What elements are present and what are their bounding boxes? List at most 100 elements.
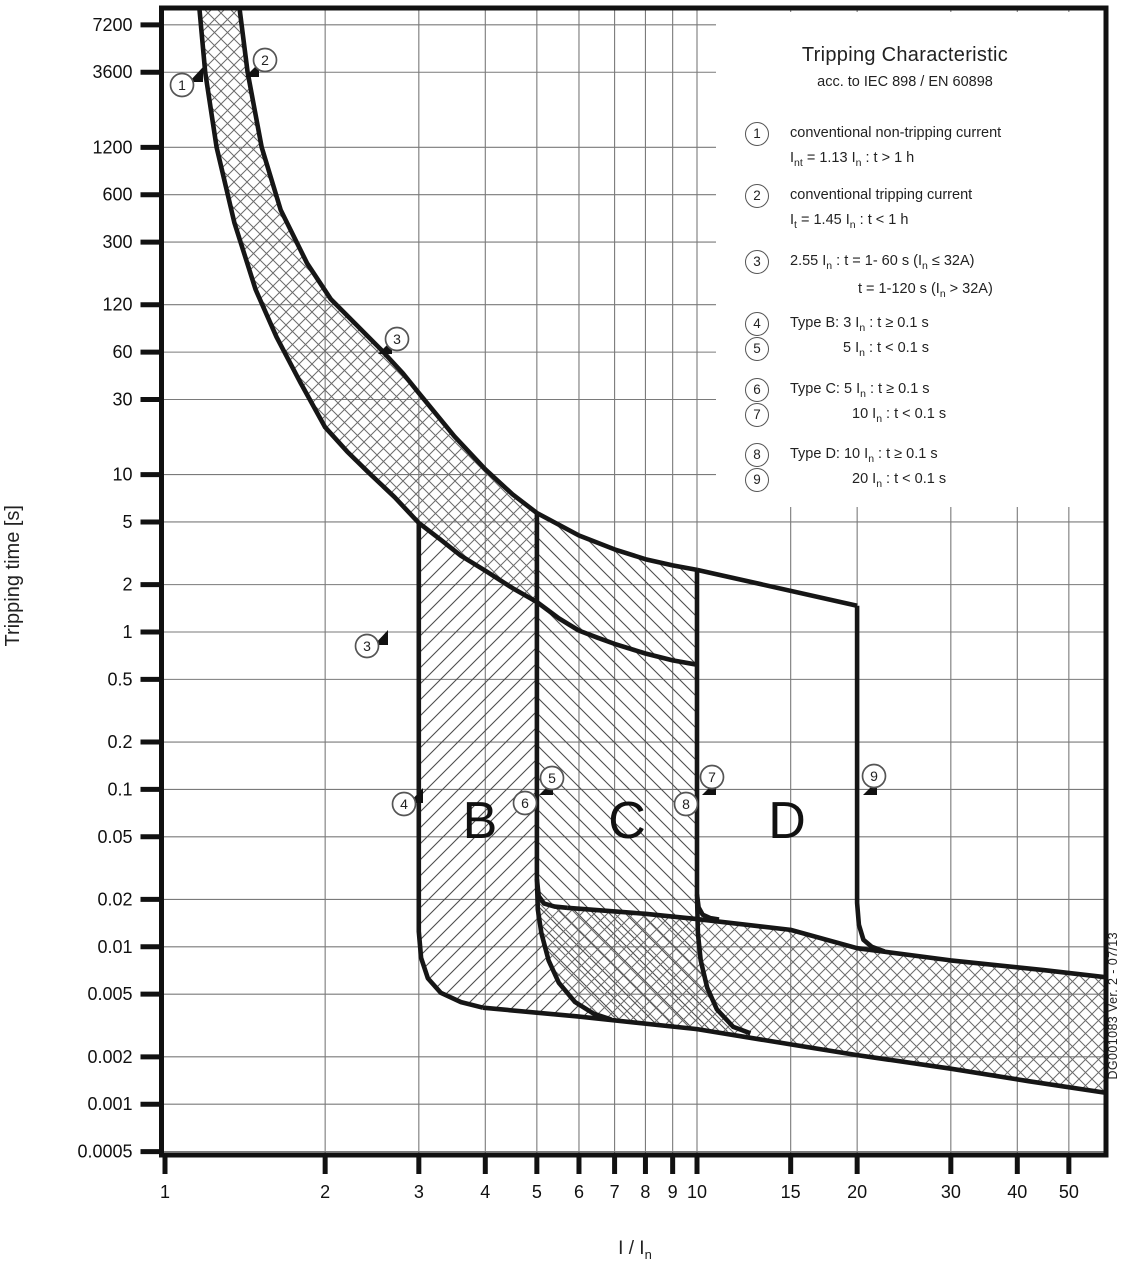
marker-number-3: 3 bbox=[363, 638, 371, 654]
legend-text: conventional non-tripping current bbox=[790, 125, 1002, 141]
y-tick-label: 1 bbox=[122, 622, 132, 642]
y-tick-label: 0.001 bbox=[87, 1094, 132, 1114]
y-tick-label: 10 bbox=[112, 465, 132, 485]
x-tick-label: 10 bbox=[687, 1182, 707, 1202]
y-tick-label: 0.002 bbox=[87, 1047, 132, 1067]
marker-pointer bbox=[189, 67, 203, 82]
curve-x20-line bbox=[854, 605, 886, 954]
marker-circle-3 bbox=[354, 633, 380, 659]
x-tick-label: 9 bbox=[668, 1182, 678, 1202]
marker-number-3: 3 bbox=[393, 331, 401, 347]
x-tick-label: 50 bbox=[1059, 1182, 1079, 1202]
curve-c-left-upper bbox=[534, 513, 568, 911]
legend-text: Type D: 10 In : t ≥ 0.1 s bbox=[790, 446, 938, 465]
legend-backdrop bbox=[716, 12, 1104, 507]
legend-number-6: 6 bbox=[745, 378, 769, 402]
x-tick-label: 8 bbox=[640, 1182, 650, 1202]
marker-number-1: 1 bbox=[178, 77, 186, 93]
y-tick-label: 30 bbox=[112, 390, 132, 410]
thermal-band-fill bbox=[199, 7, 537, 602]
y-tick-label: 0.5 bbox=[107, 669, 132, 689]
x-tick-label: 6 bbox=[574, 1182, 584, 1202]
x-tick-label: 15 bbox=[781, 1182, 801, 1202]
legend-number-5: 5 bbox=[745, 337, 769, 361]
legend-number-2: 2 bbox=[745, 184, 769, 208]
legend-text: Type C: 5 In : t ≥ 0.1 s bbox=[790, 381, 930, 400]
y-tick-label: 0.05 bbox=[97, 827, 132, 847]
document-number: DG001083 Ver. 2 - 07/13 bbox=[1106, 932, 1120, 1080]
curve-b-left-line bbox=[416, 522, 484, 1010]
x-tick-label: 3 bbox=[414, 1182, 424, 1202]
legend-text: conventional tripping current bbox=[790, 187, 973, 203]
marker-number-7: 7 bbox=[708, 769, 716, 785]
y-tick-label: 0.1 bbox=[107, 779, 132, 799]
legend-text: 2.55 In : t = 1- 60 s (In ≤ 32A) bbox=[790, 253, 975, 272]
marker-number-9: 9 bbox=[870, 768, 878, 784]
legend-number-3: 3 bbox=[745, 250, 769, 274]
legend-text: Type B: 3 In : t ≥ 0.1 s bbox=[790, 315, 929, 334]
marker-circle-4 bbox=[391, 791, 417, 817]
marker-number-6: 6 bbox=[521, 795, 529, 811]
legend: 1 conventional non-tripping current Int = … bbox=[741, 115, 1113, 515]
instantaneous-band-fill bbox=[536, 878, 1107, 1093]
x-tick-label: 4 bbox=[480, 1182, 490, 1202]
y-tick-label: 0.005 bbox=[87, 984, 132, 1004]
legend-number-4: 4 bbox=[745, 312, 769, 336]
legend-number-8: 8 bbox=[745, 443, 769, 467]
y-tick-label: 0.0005 bbox=[77, 1142, 132, 1162]
marker-circle-1 bbox=[169, 72, 195, 98]
y-tick-label: 7200 bbox=[92, 15, 132, 35]
y-tick-label: 5 bbox=[122, 512, 132, 532]
curve-band-bottom bbox=[482, 1005, 1107, 1096]
x-tick-label: 1 bbox=[160, 1182, 170, 1202]
legend-text: 5 In : t < 0.1 s bbox=[843, 340, 930, 359]
y-tick-label: 0.02 bbox=[97, 889, 132, 909]
marker-circle-9 bbox=[861, 763, 887, 789]
marker-circle-7 bbox=[699, 764, 725, 790]
marker-number-5: 5 bbox=[548, 770, 556, 786]
y-axis-title: Tripping time [s] bbox=[2, 505, 24, 647]
characteristic-curves bbox=[197, 7, 1107, 1096]
legend-text: 20 In : t < 0.1 s bbox=[852, 471, 947, 490]
marker-circle-8 bbox=[673, 791, 699, 817]
legend-number-1: 1 bbox=[745, 122, 769, 146]
marker-number-4: 4 bbox=[400, 796, 408, 812]
plot-frame-and-ticks: 1 2 3 4 5 6 7 8 9 10 15 20 30 40 507200360012006003001… bbox=[77, 5, 1109, 1202]
x-tick-label: 2 bbox=[320, 1182, 330, 1202]
curve-upper-thermal bbox=[237, 7, 698, 573]
x-tick-label: 30 bbox=[941, 1182, 961, 1202]
region-label-c: C bbox=[608, 792, 646, 850]
region-label-d: D bbox=[768, 792, 806, 850]
legend-number-7: 7 bbox=[745, 403, 769, 427]
hatched-regions bbox=[199, 7, 1107, 1093]
marker-circle-3 bbox=[384, 326, 410, 352]
region-label-b: B bbox=[463, 792, 498, 850]
marker-number-8: 8 bbox=[682, 796, 690, 812]
y-tick-label: 1200 bbox=[92, 137, 132, 157]
x-tick-label: 5 bbox=[532, 1182, 542, 1202]
curve-d-top bbox=[696, 567, 858, 608]
y-tick-label: 0.2 bbox=[107, 732, 132, 752]
curve-x10-upper-curl bbox=[694, 894, 720, 922]
y-tick-label: 120 bbox=[102, 295, 132, 315]
marker-number-2: 2 bbox=[261, 52, 269, 68]
region-labels: B C D bbox=[463, 792, 806, 850]
x-axis-title: I / In bbox=[555, 1238, 715, 1262]
marker-circle-6 bbox=[512, 790, 538, 816]
x-axis-title-base: I / I bbox=[618, 1238, 645, 1259]
legend-text: 10 In : t < 0.1 s bbox=[852, 406, 947, 425]
marker-circle-5 bbox=[539, 765, 565, 791]
region-b-fill bbox=[418, 522, 612, 1020]
x-tick-label: 20 bbox=[847, 1182, 867, 1202]
y-tick-label: 0.01 bbox=[97, 937, 132, 957]
curve-band-top bbox=[566, 905, 1107, 980]
marker-circle-2 bbox=[252, 47, 278, 73]
curve-x5-lower-branch bbox=[534, 878, 613, 1022]
x-tick-label: 7 bbox=[610, 1182, 620, 1202]
x-axis-title-sub: n bbox=[644, 1246, 652, 1262]
y-tick-label: 60 bbox=[112, 342, 132, 362]
curve-x10-lower-branch bbox=[694, 894, 752, 1036]
y-tick-label: 3600 bbox=[92, 62, 132, 82]
